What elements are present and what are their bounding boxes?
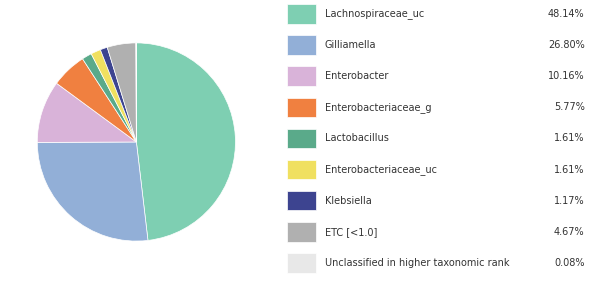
FancyBboxPatch shape xyxy=(287,253,316,273)
Text: 48.14%: 48.14% xyxy=(548,9,584,19)
FancyBboxPatch shape xyxy=(287,129,316,148)
Text: Lactobacillus: Lactobacillus xyxy=(325,133,389,143)
FancyBboxPatch shape xyxy=(287,222,316,242)
Text: 1.17%: 1.17% xyxy=(554,196,584,206)
Text: 4.67%: 4.67% xyxy=(554,227,584,237)
Wedge shape xyxy=(37,142,148,241)
Wedge shape xyxy=(100,47,136,142)
Wedge shape xyxy=(83,54,136,142)
Text: Enterobacter: Enterobacter xyxy=(325,71,388,81)
Text: Lachnospiraceae_uc: Lachnospiraceae_uc xyxy=(325,9,424,19)
FancyBboxPatch shape xyxy=(287,66,316,86)
Wedge shape xyxy=(37,83,136,142)
Text: 10.16%: 10.16% xyxy=(548,71,584,81)
Text: 1.61%: 1.61% xyxy=(554,165,584,175)
Text: 1.61%: 1.61% xyxy=(554,133,584,143)
FancyBboxPatch shape xyxy=(287,4,316,24)
Text: Klebsiella: Klebsiella xyxy=(325,196,371,206)
FancyBboxPatch shape xyxy=(287,160,316,179)
FancyBboxPatch shape xyxy=(287,36,316,55)
Wedge shape xyxy=(56,59,136,142)
FancyBboxPatch shape xyxy=(287,191,316,210)
Text: 0.08%: 0.08% xyxy=(554,258,584,268)
Wedge shape xyxy=(91,50,136,142)
Text: Enterobacteriaceae_uc: Enterobacteriaceae_uc xyxy=(325,164,437,175)
Text: Enterobacteriaceae_g: Enterobacteriaceae_g xyxy=(325,102,431,113)
Text: Gilliamella: Gilliamella xyxy=(325,40,376,50)
Wedge shape xyxy=(136,43,235,241)
Text: 5.77%: 5.77% xyxy=(554,102,584,112)
Text: 26.80%: 26.80% xyxy=(548,40,584,50)
Wedge shape xyxy=(107,43,136,142)
Text: Unclassified in higher taxonomic rank: Unclassified in higher taxonomic rank xyxy=(325,258,509,268)
FancyBboxPatch shape xyxy=(287,98,316,117)
Text: ETC [<1.0]: ETC [<1.0] xyxy=(325,227,377,237)
